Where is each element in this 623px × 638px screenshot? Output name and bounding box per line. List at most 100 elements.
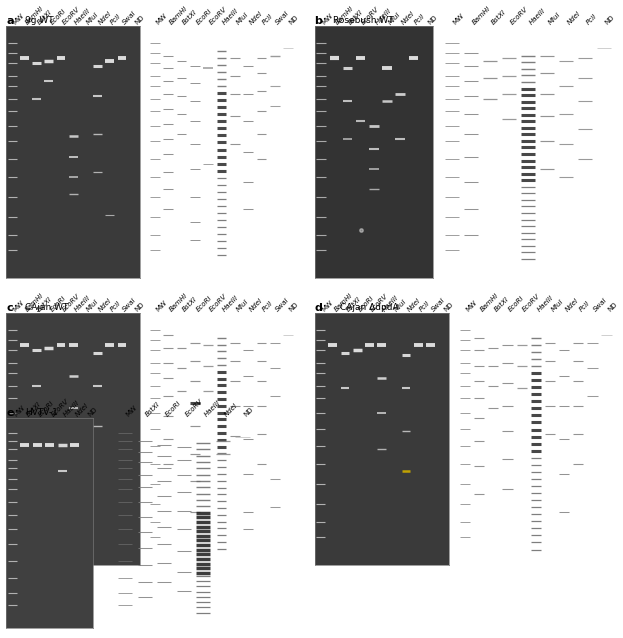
Text: EcoRI: EcoRI bbox=[49, 295, 67, 313]
Text: NdeI: NdeI bbox=[400, 10, 416, 26]
Text: BamHI: BamHI bbox=[479, 292, 500, 313]
Text: ND: ND bbox=[607, 301, 618, 313]
Text: NdeI: NdeI bbox=[566, 10, 582, 26]
Text: EcoRV: EcoRV bbox=[509, 6, 529, 26]
Text: MluI: MluI bbox=[235, 11, 249, 26]
Text: HaeIII: HaeIII bbox=[374, 7, 392, 26]
Text: ND: ND bbox=[442, 301, 454, 313]
Text: MW: MW bbox=[155, 12, 168, 26]
Text: PciI: PciI bbox=[413, 13, 426, 26]
Text: BstXI: BstXI bbox=[345, 295, 362, 313]
Text: EcoRI: EcoRI bbox=[37, 400, 55, 418]
Text: MluI: MluI bbox=[85, 298, 100, 313]
Text: HaeIII: HaeIII bbox=[222, 7, 240, 26]
Text: MW: MW bbox=[12, 299, 26, 313]
Text: NdeI: NdeI bbox=[406, 297, 422, 313]
Text: EcoRI: EcoRI bbox=[49, 8, 67, 26]
Text: EcoRV: EcoRV bbox=[208, 293, 228, 313]
Text: ND: ND bbox=[288, 301, 300, 313]
Text: b: b bbox=[315, 16, 323, 26]
Text: PciI: PciI bbox=[585, 13, 598, 26]
Text: EcoRV: EcoRV bbox=[521, 293, 541, 313]
Text: BamHI: BamHI bbox=[333, 292, 354, 313]
Text: BamHI: BamHI bbox=[24, 292, 45, 313]
Text: Rosebush WT: Rosebush WT bbox=[333, 16, 394, 25]
Text: HaeIII: HaeIII bbox=[62, 399, 81, 418]
Text: SwaI: SwaI bbox=[592, 297, 609, 313]
Text: HaeIII: HaeIII bbox=[203, 399, 222, 418]
Text: HaeIII: HaeIII bbox=[74, 294, 92, 313]
Text: BamHI: BamHI bbox=[24, 5, 45, 26]
Text: PciI: PciI bbox=[262, 300, 274, 313]
Text: MW: MW bbox=[452, 12, 465, 26]
Text: MluI: MluI bbox=[235, 298, 249, 313]
Text: EcoRI: EcoRI bbox=[508, 295, 525, 313]
Text: NdeI: NdeI bbox=[223, 402, 239, 418]
Text: BamHI: BamHI bbox=[471, 5, 492, 26]
Text: MluI: MluI bbox=[547, 11, 561, 26]
Text: ND: ND bbox=[87, 406, 99, 418]
Text: MluI: MluI bbox=[550, 298, 564, 313]
Text: EcoRV: EcoRV bbox=[50, 398, 70, 418]
Text: EcoRV: EcoRV bbox=[61, 293, 81, 313]
Text: MluI: MluI bbox=[387, 11, 402, 26]
Text: NdeI: NdeI bbox=[75, 402, 90, 418]
Text: ND: ND bbox=[134, 14, 146, 26]
Text: HaeIII: HaeIII bbox=[528, 7, 546, 26]
Text: MW: MW bbox=[125, 404, 138, 418]
Text: NdeI: NdeI bbox=[98, 10, 113, 26]
Text: a: a bbox=[6, 16, 14, 26]
Text: NdeI: NdeI bbox=[248, 10, 264, 26]
Text: e: e bbox=[6, 408, 14, 419]
Text: HaeIII: HaeIII bbox=[74, 7, 92, 26]
Text: EcoRV: EcoRV bbox=[361, 6, 381, 26]
Text: 9g WT: 9g WT bbox=[25, 16, 54, 25]
Text: ND: ND bbox=[288, 14, 300, 26]
Text: HaeIII: HaeIII bbox=[536, 294, 554, 313]
Text: MW: MW bbox=[321, 299, 334, 313]
Text: ND: ND bbox=[242, 406, 254, 418]
Text: EcoRI: EcoRI bbox=[357, 295, 375, 313]
Text: HaeIII: HaeIII bbox=[381, 294, 400, 313]
Text: EcoRI: EcoRI bbox=[164, 400, 183, 418]
Text: EcoRV: EcoRV bbox=[208, 6, 228, 26]
Text: NdeI: NdeI bbox=[564, 297, 580, 313]
Text: BstXI: BstXI bbox=[25, 401, 42, 418]
Text: MluI: MluI bbox=[394, 298, 408, 313]
Text: PciI: PciI bbox=[418, 300, 431, 313]
Text: BstXI: BstXI bbox=[37, 295, 54, 313]
Text: CAjan ΔdpdA: CAjan ΔdpdA bbox=[340, 303, 398, 312]
Text: EcoRV: EcoRV bbox=[184, 398, 204, 418]
Text: CAjan WT: CAjan WT bbox=[25, 303, 69, 312]
Text: BstXI: BstXI bbox=[348, 8, 364, 26]
Text: MW: MW bbox=[12, 404, 26, 418]
Text: MW: MW bbox=[465, 299, 478, 313]
Text: BamHI: BamHI bbox=[335, 5, 355, 26]
Text: SwaI: SwaI bbox=[122, 10, 138, 26]
Text: BstXI: BstXI bbox=[181, 295, 199, 313]
Text: EcoRI: EcoRI bbox=[195, 8, 213, 26]
Text: PciI: PciI bbox=[110, 300, 123, 313]
Text: BstXI: BstXI bbox=[145, 401, 161, 418]
Text: d: d bbox=[315, 303, 323, 313]
Text: ND: ND bbox=[426, 14, 438, 26]
Text: BamHI: BamHI bbox=[168, 292, 189, 313]
Text: SwaI: SwaI bbox=[275, 10, 291, 26]
Text: ND: ND bbox=[134, 301, 146, 313]
Text: MW: MW bbox=[155, 299, 168, 313]
Text: NdeI: NdeI bbox=[98, 297, 113, 313]
Text: SwaI: SwaI bbox=[275, 297, 291, 313]
Text: BamHI: BamHI bbox=[168, 5, 189, 26]
Text: MluI: MluI bbox=[85, 11, 100, 26]
Text: BstXI: BstXI bbox=[493, 295, 510, 313]
Text: HVTV-1: HVTV-1 bbox=[25, 408, 58, 417]
Text: SwaI: SwaI bbox=[430, 297, 446, 313]
Text: SwaI: SwaI bbox=[122, 297, 138, 313]
Text: ND: ND bbox=[604, 14, 616, 26]
Text: MW: MW bbox=[12, 12, 26, 26]
Text: PciI: PciI bbox=[262, 13, 274, 26]
Text: BstXI: BstXI bbox=[490, 8, 507, 26]
Text: BstXI: BstXI bbox=[37, 8, 54, 26]
Text: EcoRI: EcoRI bbox=[195, 295, 213, 313]
Text: PciI: PciI bbox=[578, 300, 591, 313]
